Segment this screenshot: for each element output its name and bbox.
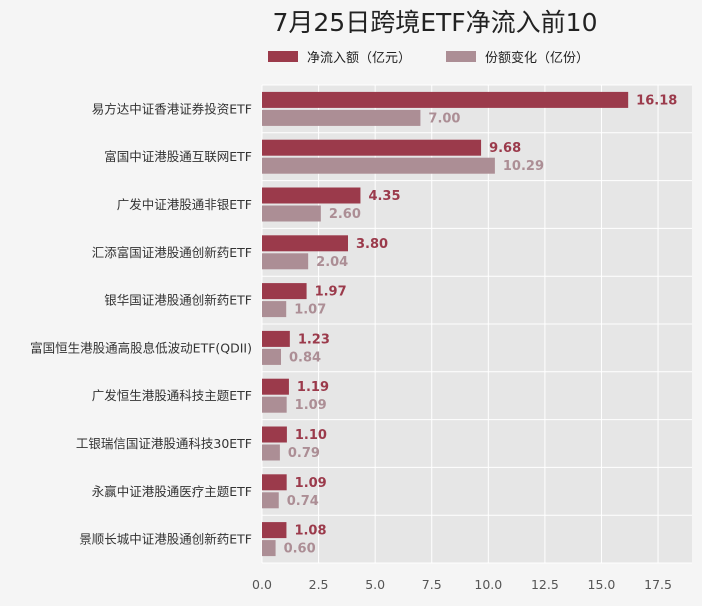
bar-s0-9	[262, 522, 287, 539]
x-tick-label-4: 10.0	[474, 577, 502, 592]
bar-s0-3	[262, 235, 348, 252]
bar-s1-8	[262, 492, 279, 509]
bar-s1-6	[262, 396, 287, 413]
x-tick-label-1: 2.5	[309, 577, 329, 592]
category-label-0: 易方达中证香港证券投资ETF	[92, 101, 252, 116]
category-label-9: 景顺长城中证港股通创新药ETF	[79, 532, 252, 547]
value-label-s1-7: 0.79	[288, 446, 320, 461]
value-label-s0-2: 4.35	[368, 189, 400, 204]
value-label-s0-4: 1.97	[315, 285, 347, 300]
x-tick-label-2: 5.0	[365, 577, 385, 592]
bar-s0-4	[262, 283, 307, 300]
value-label-s0-8: 1.09	[295, 476, 327, 491]
value-label-s1-9: 0.60	[284, 542, 316, 557]
value-label-s0-9: 1.08	[294, 524, 326, 539]
value-label-s0-1: 9.68	[489, 141, 521, 156]
bar-s0-8	[262, 474, 287, 491]
value-label-s1-8: 0.74	[287, 494, 319, 509]
value-label-s1-0: 7.00	[428, 111, 460, 126]
bar-s1-2	[262, 205, 321, 222]
bar-s1-1	[262, 157, 495, 174]
x-tick-label-5: 12.5	[531, 577, 559, 592]
x-tick-label-6: 15.0	[588, 577, 616, 592]
bars: 16.18 7.00 9.68 10.29 4.35 2.60 3.80 2.04 1.97 1.…	[262, 91, 677, 557]
category-label-8: 永赢中证港股通医疗主题ETF	[92, 484, 252, 499]
value-label-s0-7: 1.10	[295, 428, 327, 443]
category-label-4: 银华国证港股通创新药ETF	[104, 293, 252, 308]
category-label-6: 广发恒生港股通科技主题ETF	[92, 388, 252, 403]
bar-s0-6	[262, 378, 289, 395]
bar-s1-5	[262, 348, 282, 365]
value-label-s1-3: 2.04	[316, 255, 348, 270]
category-label-3: 汇添富国证港股通创新药ETF	[92, 245, 252, 260]
value-label-s0-0: 16.18	[636, 93, 677, 108]
legend-label-1: 份额变化（亿份）	[485, 50, 589, 66]
value-label-s1-5: 0.84	[289, 350, 321, 365]
category-label-5: 富国恒生港股通高股息低波动ETF(QDII)	[30, 340, 252, 355]
value-label-s0-5: 1.23	[298, 332, 330, 347]
bar-s0-0	[262, 91, 629, 108]
category-labels: 易方达中证香港证券投资ETF 富国中证港股通互联网ETF 广发中证港股通非银ETF 汇…	[30, 101, 252, 546]
legend-swatch-1	[446, 51, 476, 62]
bar-s0-1	[262, 139, 482, 156]
value-label-s0-6: 1.19	[297, 380, 329, 395]
x-tick-label-7: 17.5	[644, 577, 672, 592]
bar-s1-9	[262, 540, 276, 557]
value-label-s1-4: 1.07	[294, 303, 326, 318]
legend-label-0: 净流入额（亿元）	[307, 51, 411, 66]
x-tick-label-0: 0.0	[252, 577, 272, 592]
category-label-1: 富国中证港股通互联网ETF	[104, 149, 252, 164]
bar-s1-7	[262, 444, 280, 461]
bar-s1-4	[262, 301, 287, 318]
legend: 净流入额（亿元） 份额变化（亿份）	[268, 50, 589, 66]
bar-s0-7	[262, 426, 287, 443]
value-label-s1-6: 1.09	[295, 398, 327, 413]
legend-swatch-0	[268, 51, 298, 62]
x-tick-label-3: 7.5	[422, 577, 442, 592]
chart-title: 7月25日跨境ETF净流入前10	[273, 8, 598, 37]
value-label-s1-1: 10.29	[503, 159, 544, 174]
value-label-s1-2: 2.60	[329, 207, 361, 222]
category-label-7: 工银瑞信国证港股通科技30ETF	[76, 436, 252, 451]
bar-s0-2	[262, 187, 361, 204]
x-tick-labels: 0.0 2.5 5.0 7.5 10.0 12.5 15.0 17.5	[252, 577, 672, 592]
value-label-s0-3: 3.80	[356, 237, 388, 252]
bar-s1-3	[262, 253, 309, 270]
bar-s0-5	[262, 330, 290, 347]
category-label-2: 广发中证港股通非银ETF	[117, 197, 252, 212]
bar-s1-0	[262, 109, 421, 126]
